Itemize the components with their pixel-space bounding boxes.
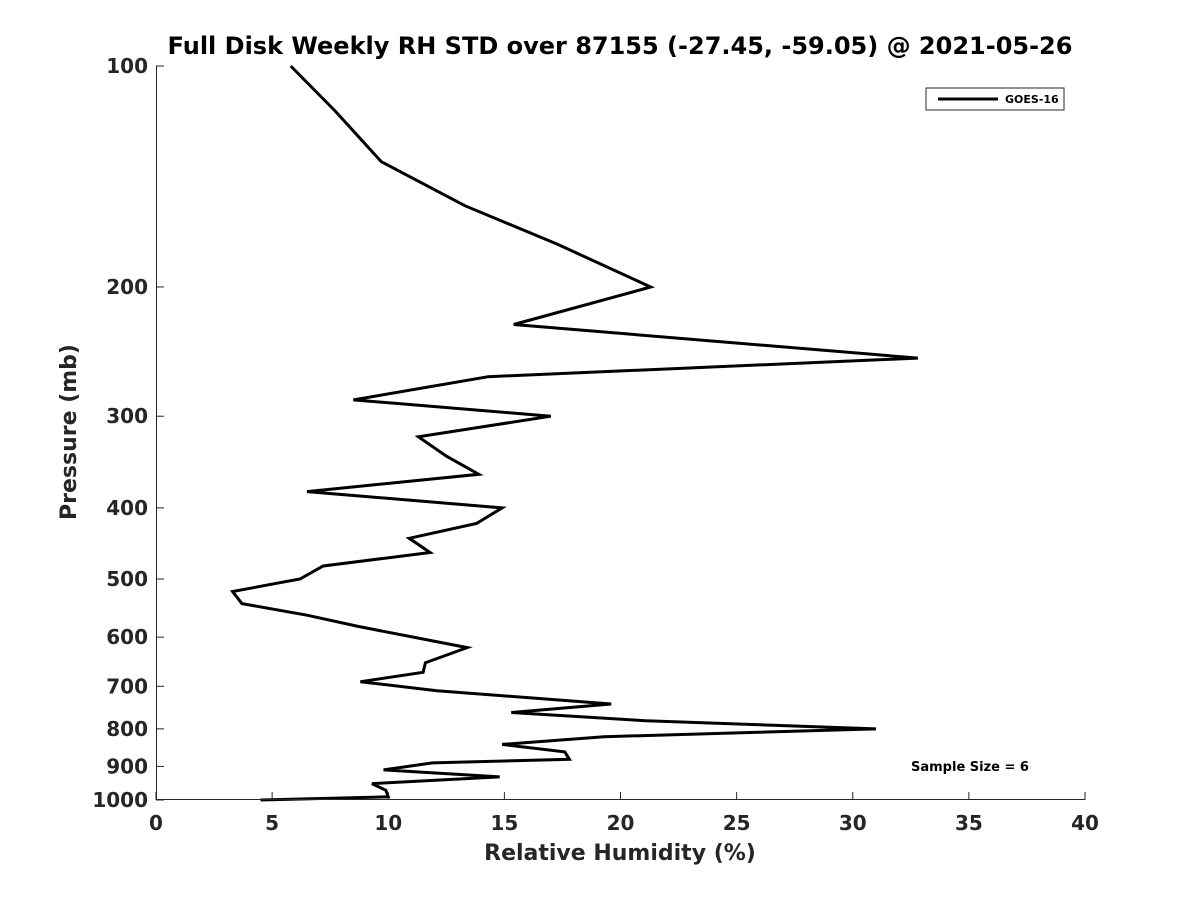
y-tick-label: 300 bbox=[106, 404, 148, 428]
sample-size-annotation: Sample Size = 6 bbox=[911, 760, 1029, 775]
y-axis-label: Pressure (mb) bbox=[57, 344, 82, 520]
x-tick-label: 0 bbox=[149, 811, 163, 835]
x-tick-label: 40 bbox=[1071, 811, 1099, 835]
y-axis-ticks: 100 200 300 400 500 600 700 800 900 1000 bbox=[92, 54, 164, 812]
series-layer bbox=[229, 64, 918, 802]
x-axis-ticks: 0 5 10 15 20 25 30 35 40 bbox=[149, 792, 1099, 835]
legend: GOES-16 bbox=[925, 87, 1065, 111]
y-tick-label: 100 bbox=[106, 54, 148, 78]
y-tick-label: 200 bbox=[106, 275, 148, 299]
legend-label-goes16: GOES-16 bbox=[1005, 93, 1059, 106]
x-tick-label: 30 bbox=[839, 811, 867, 835]
y-tick-label: 600 bbox=[106, 625, 148, 649]
x-tick-label: 35 bbox=[955, 811, 983, 835]
series-line-goes-16 bbox=[229, 64, 918, 802]
x-axis-label: Relative Humidity (%) bbox=[484, 841, 756, 866]
y-tick-label: 500 bbox=[106, 567, 148, 591]
x-tick-label: 25 bbox=[723, 811, 751, 835]
x-tick-label: 15 bbox=[490, 811, 518, 835]
y-tick-label: 800 bbox=[106, 717, 148, 741]
y-tick-label: 700 bbox=[106, 674, 148, 698]
x-tick-label: 10 bbox=[374, 811, 402, 835]
x-tick-label: 20 bbox=[607, 811, 635, 835]
x-tick-label: 5 bbox=[265, 811, 279, 835]
y-tick-label: 900 bbox=[106, 754, 148, 778]
y-tick-label: 1000 bbox=[92, 788, 148, 812]
chart-title: Full Disk Weekly RH STD over 87155 (-27.… bbox=[168, 32, 1073, 60]
y-tick-label: 400 bbox=[106, 496, 148, 520]
